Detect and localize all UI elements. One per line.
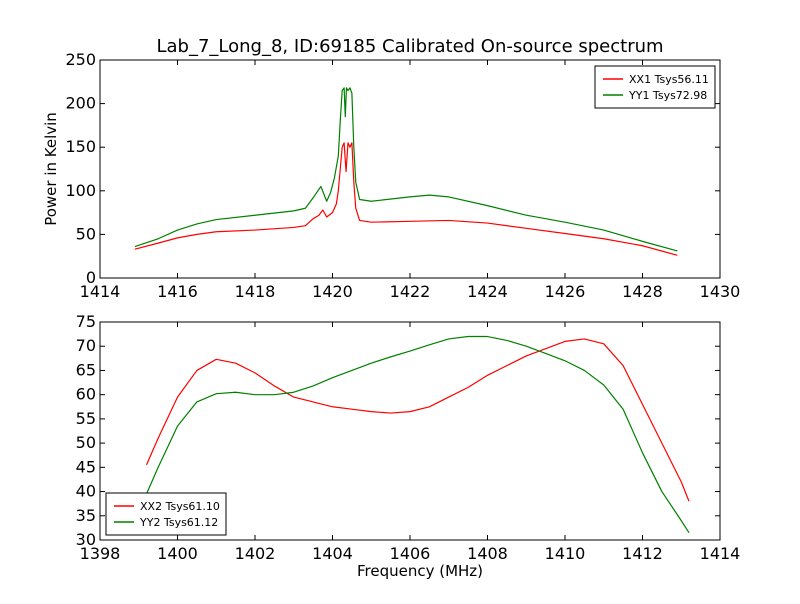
y-tick-label-2-7: 65 (76, 360, 96, 379)
y-tick-label-2-3: 45 (76, 457, 96, 476)
x-tick-label-2-7: 1412 (622, 544, 663, 563)
x-axis-label-2: Frequency (MHz) (357, 562, 483, 580)
x-tick-label-1-8: 1430 (700, 282, 741, 301)
x-tick-label-1-5: 1424 (467, 282, 508, 301)
x-tick-label-1-0: 1414 (80, 282, 121, 301)
y-tick-label-2-1: 35 (76, 506, 96, 525)
chart-title: Lab_7_Long_8, ID:69185 Calibrated On-sou… (156, 36, 663, 57)
y-tick-label-2-2: 40 (76, 482, 96, 501)
legend-2: XX2 Tsys61.10 YY2 Tsys61.12 (105, 492, 227, 536)
series-line-1-2 (134, 87, 678, 252)
x-tick-label-1-7: 1428 (622, 282, 663, 301)
legend-label-1-2: YY1 Tsys72.98 (628, 89, 707, 102)
legend-label-2-2: YY2 Tsys61.12 (139, 516, 218, 529)
x-tick-label-2-3: 1404 (312, 544, 353, 563)
y-tick-label-2-6: 60 (76, 385, 96, 404)
y-tick-label-1-2: 100 (65, 181, 96, 200)
x-tick-label-2-2: 1402 (235, 544, 276, 563)
y-tick-label-2-8: 70 (76, 336, 96, 355)
legend-label-1-1: XX1 Tsys56.11 (629, 73, 709, 86)
x-tick-label-1-6: 1426 (545, 282, 586, 301)
charts-group: 1414 1416 1418 1420 1422 1424 1426 1428 14300501… (42, 50, 740, 580)
y-tick-label-1-1: 50 (76, 224, 96, 243)
chart-panel-2: 1398 1400 1402 1404 1406 1408 1410 1412 1414 30 35… (76, 312, 741, 580)
x-tick-label-2-4: 1406 (390, 544, 431, 563)
x-tick-label-2-0: 1398 (80, 544, 121, 563)
x-tick-label-2-8: 1414 (700, 544, 741, 563)
x-tick-label-2-5: 1408 (467, 544, 508, 563)
y-axis-label-1: Power in Kelvin (42, 112, 60, 226)
legend-box-1 (594, 65, 716, 109)
x-tick-label-1-3: 1420 (312, 282, 353, 301)
chart-panel-1: 1414 1416 1418 1420 1422 1424 1426 1428 1430 0 50 1… (42, 50, 740, 301)
series-line-1-1 (134, 142, 678, 256)
x-tick-label-2-6: 1410 (545, 544, 586, 563)
series-line-2-1 (145, 338, 690, 502)
legend-1: XX1 Tsys56.11 YY1 Tsys72.98 (594, 65, 716, 109)
x-tick-label-2-1: 1400 (157, 544, 198, 563)
y-tick-label-1-4: 200 (65, 94, 96, 113)
x-tick-label-1-1: 1416 (157, 282, 198, 301)
legend-label-2-1: XX2 Tsys61.10 (140, 500, 220, 513)
y-tick-label-2-9: 75 (76, 312, 96, 331)
x-tick-label-1-4: 1422 (390, 282, 431, 301)
y-tick-label-1-0: 0 (86, 268, 96, 287)
legend-box-2 (105, 492, 227, 536)
x-tick-label-1-2: 1418 (235, 282, 276, 301)
y-tick-label-2-4: 50 (76, 433, 96, 452)
series-line-2-2 (145, 335, 690, 534)
y-tick-label-1-5: 250 (65, 50, 96, 69)
y-tick-label-1-3: 150 (65, 137, 96, 156)
y-tick-label-2-0: 30 (76, 530, 96, 549)
y-tick-label-2-5: 55 (76, 409, 96, 428)
